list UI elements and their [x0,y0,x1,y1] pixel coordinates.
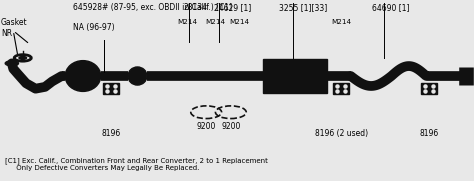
Text: M214: M214 [177,19,197,25]
Text: 28134: 28134 [184,3,208,12]
Text: NR: NR [1,29,12,38]
Ellipse shape [128,67,147,85]
Text: NA (96-97): NA (96-97) [73,23,115,32]
Text: M214: M214 [206,19,226,25]
Text: 8196: 8196 [419,129,438,138]
Bar [421,83,437,94]
Text: 64690 [1]: 64690 [1] [372,3,410,12]
Text: 24629 [1]: 24629 [1] [214,3,252,12]
Text: 3255 [1][33]: 3255 [1][33] [279,3,327,12]
Text: M214: M214 [229,19,249,25]
Text: 8196 (2 used): 8196 (2 used) [315,129,368,138]
Circle shape [5,61,18,66]
Text: 9200: 9200 [197,122,216,131]
Circle shape [19,56,27,59]
Bar [263,59,327,93]
Bar [103,83,119,94]
Ellipse shape [65,61,100,91]
Text: 645928# (87-95, exc. OBDII in Calif.) [C1]: 645928# (87-95, exc. OBDII in Calif.) [C… [73,3,233,12]
Text: M214: M214 [331,19,351,25]
Text: [C1] Exc. Calif., Combination Front and Rear Converter, 2 to 1 Replacement
     : [C1] Exc. Calif., Combination Front and … [5,157,268,171]
Text: Gasket: Gasket [1,18,27,27]
Bar [333,83,349,94]
Text: 9200: 9200 [221,122,240,131]
Text: 8196: 8196 [102,129,121,138]
